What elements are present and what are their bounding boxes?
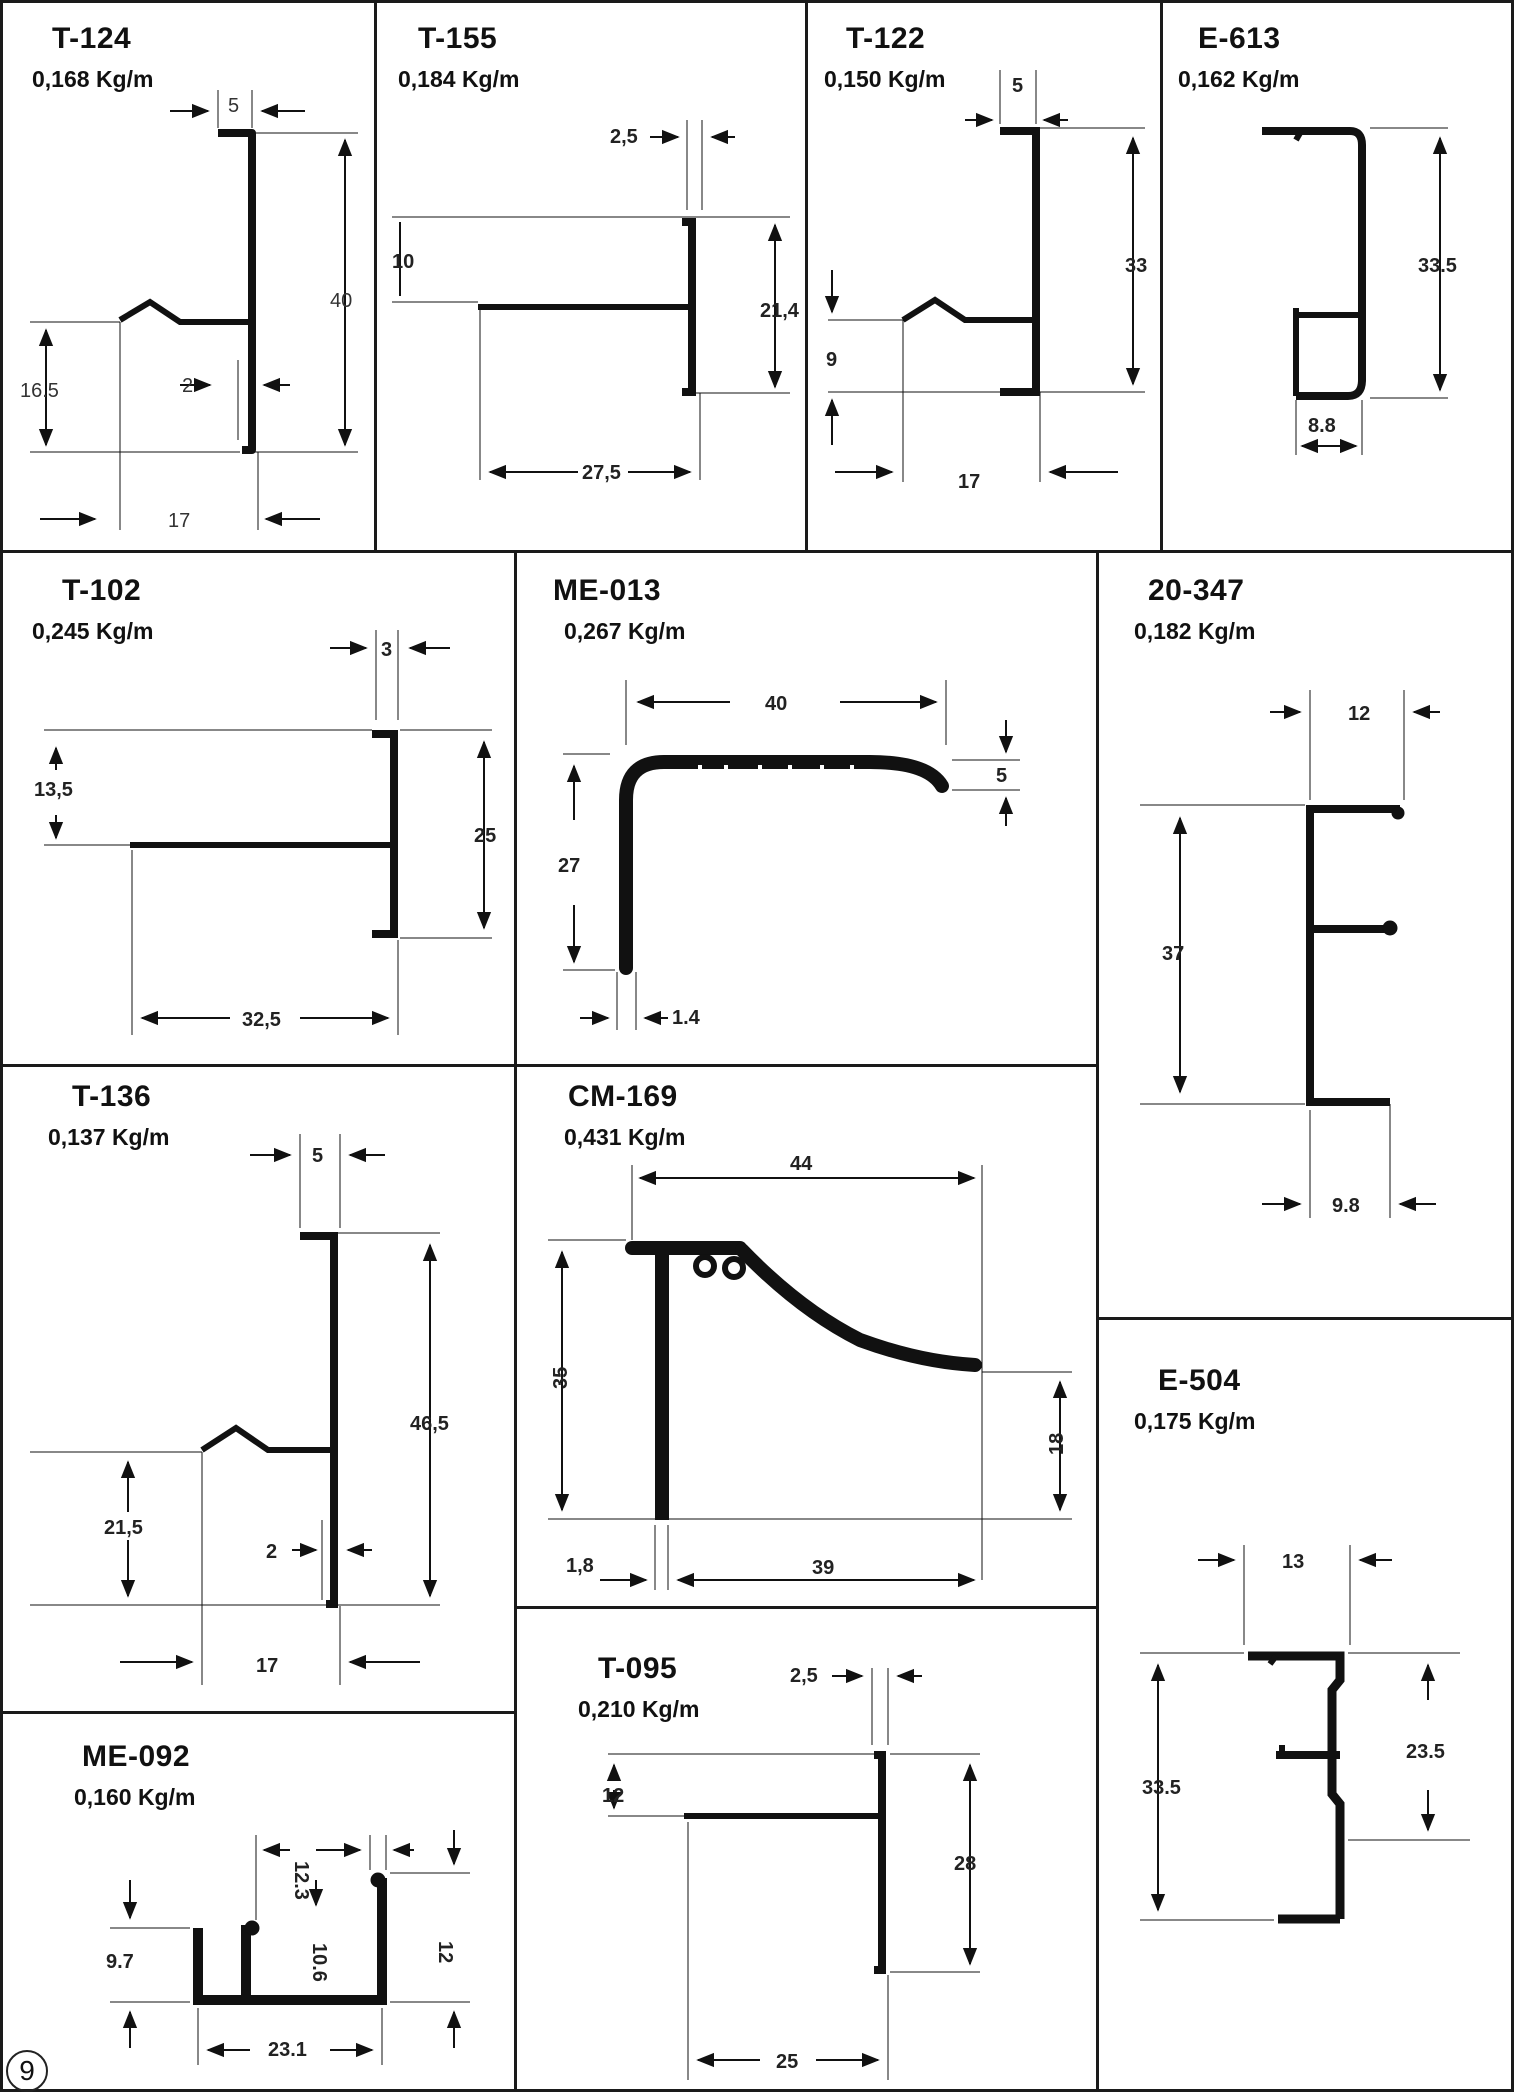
dim-t095-28: 28 <box>954 1853 976 1875</box>
profile-weight-me013: 0,267 Kg/m <box>564 618 686 644</box>
dim-t122-17: 17 <box>958 471 980 493</box>
dim-t136-2: 2 <box>266 1541 277 1563</box>
dim-e613-33-5: 33.5 <box>1418 255 1457 277</box>
profile-weight-cm169: 0,431 Kg/m <box>564 1124 686 1150</box>
profile-code-e504: E-504 <box>1158 1364 1241 1397</box>
dim-t122-5: 5 <box>1012 75 1023 97</box>
profile-code-t122: T-122 <box>846 22 926 55</box>
profile-code-t124: T-124 <box>52 22 132 55</box>
dim-t124-40: 40 <box>330 290 352 312</box>
profile-code-cm169: CM-169 <box>568 1080 678 1113</box>
cell-20347 <box>1096 550 1514 1320</box>
profile-code-20347: 20-347 <box>1148 574 1245 607</box>
cell-e613 <box>1160 0 1514 553</box>
drawing-e504 <box>1140 1545 1470 1924</box>
dim-20347-9-8: 9.8 <box>1332 1195 1360 1217</box>
profile-weight-t136: 0,137 Kg/m <box>48 1124 170 1150</box>
drawing-20347 <box>1140 690 1440 1218</box>
dim-cm169-1-8: 1,8 <box>566 1555 594 1577</box>
page-number: 9 <box>6 2050 48 2092</box>
dim-me092-23-1: 23.1 <box>268 2039 307 2061</box>
profile-weight-me092: 0,160 Kg/m <box>74 1784 196 1810</box>
dim-t095-25: 25 <box>776 2051 798 2073</box>
dim-cm169-35: 35 <box>550 1367 572 1389</box>
profile-code-me092: ME-092 <box>82 1740 191 1773</box>
profile-code-t095: T-095 <box>598 1652 678 1685</box>
dim-20347-12: 12 <box>1348 703 1370 725</box>
dim-cm169-44: 44 <box>790 1153 813 1175</box>
dim-t155-27-5: 27,5 <box>582 462 621 484</box>
dim-t136-5: 5 <box>312 1145 323 1167</box>
dim-t124-17: 17 <box>168 510 190 532</box>
profile-weight-t155: 0,184 Kg/m <box>398 66 520 92</box>
dim-me092-10-6: 10.6 <box>308 1943 330 1982</box>
dim-t155-10: 10 <box>392 251 414 273</box>
dim-t102-32-5: 32,5 <box>242 1009 281 1031</box>
dim-t124-5: 5 <box>228 95 239 117</box>
profile-weight-t122: 0,150 Kg/m <box>824 66 946 92</box>
profile-code-t102: T-102 <box>62 574 142 607</box>
dim-e613-8-8: 8.8 <box>1308 415 1336 437</box>
dim-me013-27: 27 <box>558 855 580 877</box>
dim-t124-16-5: 16.5 <box>20 380 59 402</box>
dim-t122-33: 33 <box>1125 255 1147 277</box>
dim-me092-9-7: 9.7 <box>106 1951 134 1973</box>
profile-code-e613: E-613 <box>1198 22 1281 55</box>
dim-t124-2: 2 <box>182 375 193 397</box>
dim-t136-21-5: 21,5 <box>104 1517 143 1539</box>
drawing-e613 <box>1262 127 1448 455</box>
dim-20347-37: 37 <box>1162 943 1184 965</box>
dim-e504-23-5: 23.5 <box>1406 1741 1445 1763</box>
dim-t095-2-5: 2,5 <box>790 1665 818 1687</box>
profile-code-me013: ME-013 <box>553 574 662 607</box>
dim-me092-12-3: 12.3 <box>290 1861 312 1900</box>
dim-me013-5: 5 <box>996 765 1007 787</box>
dim-t155-21-4: 21,4 <box>760 300 800 322</box>
dim-t102-13-5: 13,5 <box>34 779 73 801</box>
dim-t136-17: 17 <box>256 1655 278 1677</box>
profile-code-t155: T-155 <box>418 22 498 55</box>
cell-t095 <box>514 1606 1099 2092</box>
drawing-me092 <box>110 1830 470 2065</box>
dim-t136-46-5: 46,5 <box>410 1413 449 1435</box>
drawing-t155 <box>392 120 790 480</box>
dim-e504-33-5: 33.5 <box>1142 1777 1181 1799</box>
drawing-t095 <box>606 1668 980 2080</box>
cell-e504 <box>1096 1317 1514 2092</box>
dim-t122-9: 9 <box>826 349 837 371</box>
dim-cm169-18: 18 <box>1046 1433 1068 1455</box>
dim-cm169-39: 39 <box>812 1557 834 1579</box>
dim-e504-13: 13 <box>1282 1551 1304 1573</box>
drawing-t124 <box>30 90 358 530</box>
dim-me092-12: 12 <box>434 1941 456 1963</box>
profile-weight-e504: 0,175 Kg/m <box>1134 1408 1256 1434</box>
dim-t095-12: 12 <box>602 1785 624 1807</box>
dim-t155-2-5: 2,5 <box>610 126 638 148</box>
profile-weight-20347: 0,182 Kg/m <box>1134 618 1256 644</box>
dim-t102-3: 3 <box>381 639 392 661</box>
drawing-me013 <box>563 680 1020 1030</box>
dim-me013-1-4: 1.4 <box>672 1007 701 1029</box>
profile-weight-t102: 0,245 Kg/m <box>32 618 154 644</box>
profile-weight-e613: 0,162 Kg/m <box>1178 66 1300 92</box>
dim-me013-40: 40 <box>765 693 787 715</box>
drawing-cm169 <box>548 1165 1072 1590</box>
cell-t124 <box>0 0 377 553</box>
dim-t102-25: 25 <box>474 825 496 847</box>
cell-cm169 <box>514 1064 1099 1609</box>
drawing-t136 <box>30 1134 440 1685</box>
profile-code-t136: T-136 <box>72 1080 152 1113</box>
profile-weight-t124: 0,168 Kg/m <box>32 66 154 92</box>
drawing-t122 <box>824 70 1145 482</box>
cell-t102 <box>0 550 517 1067</box>
drawing-t102 <box>44 630 492 1035</box>
profile-weight-t095: 0,210 Kg/m <box>578 1696 700 1722</box>
